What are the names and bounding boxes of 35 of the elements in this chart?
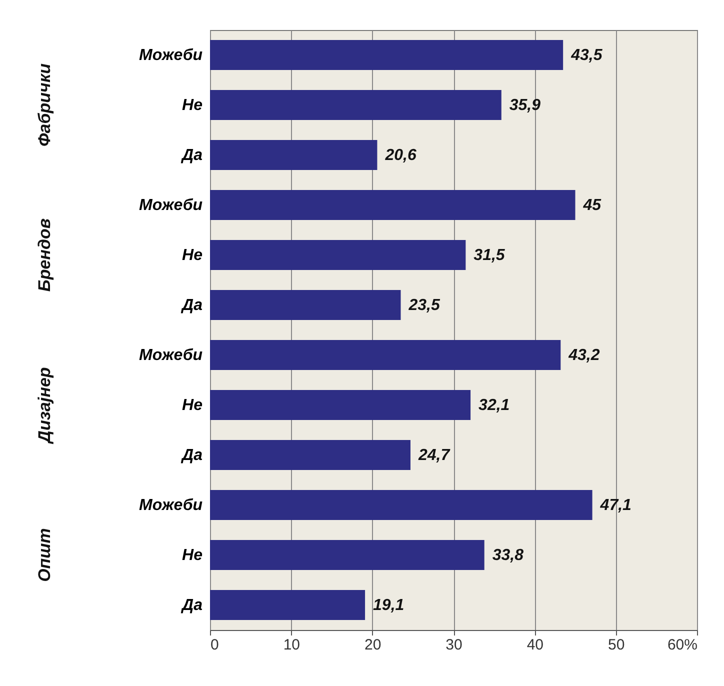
y-tick-label: Не (182, 397, 203, 414)
data-label: 32,1 (478, 397, 510, 414)
y-tick-label: Не (182, 97, 203, 114)
y-tick-label: Можеби (139, 497, 203, 514)
text: Фабрички (35, 62, 54, 146)
data-label: 43,5 (570, 47, 604, 64)
data-label: 20,6 (384, 147, 416, 164)
y-tick-label: Да (180, 597, 203, 614)
data-label: 35,9 (509, 97, 541, 114)
x-tick-label: 40 (526, 636, 544, 654)
y-tick-label: Можеби (139, 197, 203, 214)
y-tick-label: Можеби (139, 47, 203, 64)
data-label: 33,8 (492, 547, 524, 564)
y-tick-label: Да (180, 297, 203, 314)
data-label: 45 (582, 197, 602, 214)
y-tick-label: Да (180, 447, 203, 464)
text: Општ (35, 528, 54, 582)
data-label: 31,5 (474, 247, 506, 264)
data-label: 43,2 (568, 347, 600, 364)
y-tick-label: Не (182, 547, 203, 564)
x-tick-label: 10 (283, 636, 300, 654)
text: Дизајнер (35, 367, 54, 445)
data-label: 19,1 (373, 597, 404, 614)
x-tick-label: 60% (667, 636, 698, 654)
x-tick-label: 50 (608, 636, 625, 654)
x-tick-label: 30 (446, 636, 462, 654)
y-tick-label: Можеби (139, 347, 203, 364)
x-tick-label: 20 (364, 636, 382, 654)
text: Брендов (35, 218, 54, 292)
y-tick-label: Да (180, 147, 203, 164)
y-tick-label: Не (182, 247, 203, 264)
data-label: 23,5 (408, 297, 441, 314)
data-label: 47,1 (599, 497, 632, 514)
data-label: 24,7 (417, 447, 451, 464)
x-tick-label: 0 (210, 636, 219, 654)
